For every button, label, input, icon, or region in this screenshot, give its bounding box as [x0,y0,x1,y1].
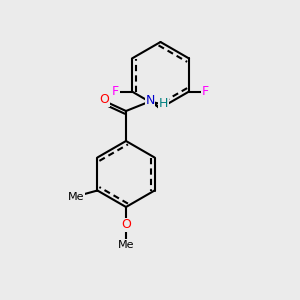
Text: O: O [121,218,131,232]
Text: F: F [202,85,209,98]
Text: H: H [159,97,168,110]
Text: F: F [112,85,119,98]
Text: N: N [145,94,155,107]
Text: O: O [99,93,109,106]
Text: Me: Me [118,239,134,250]
Text: Me: Me [68,191,85,202]
